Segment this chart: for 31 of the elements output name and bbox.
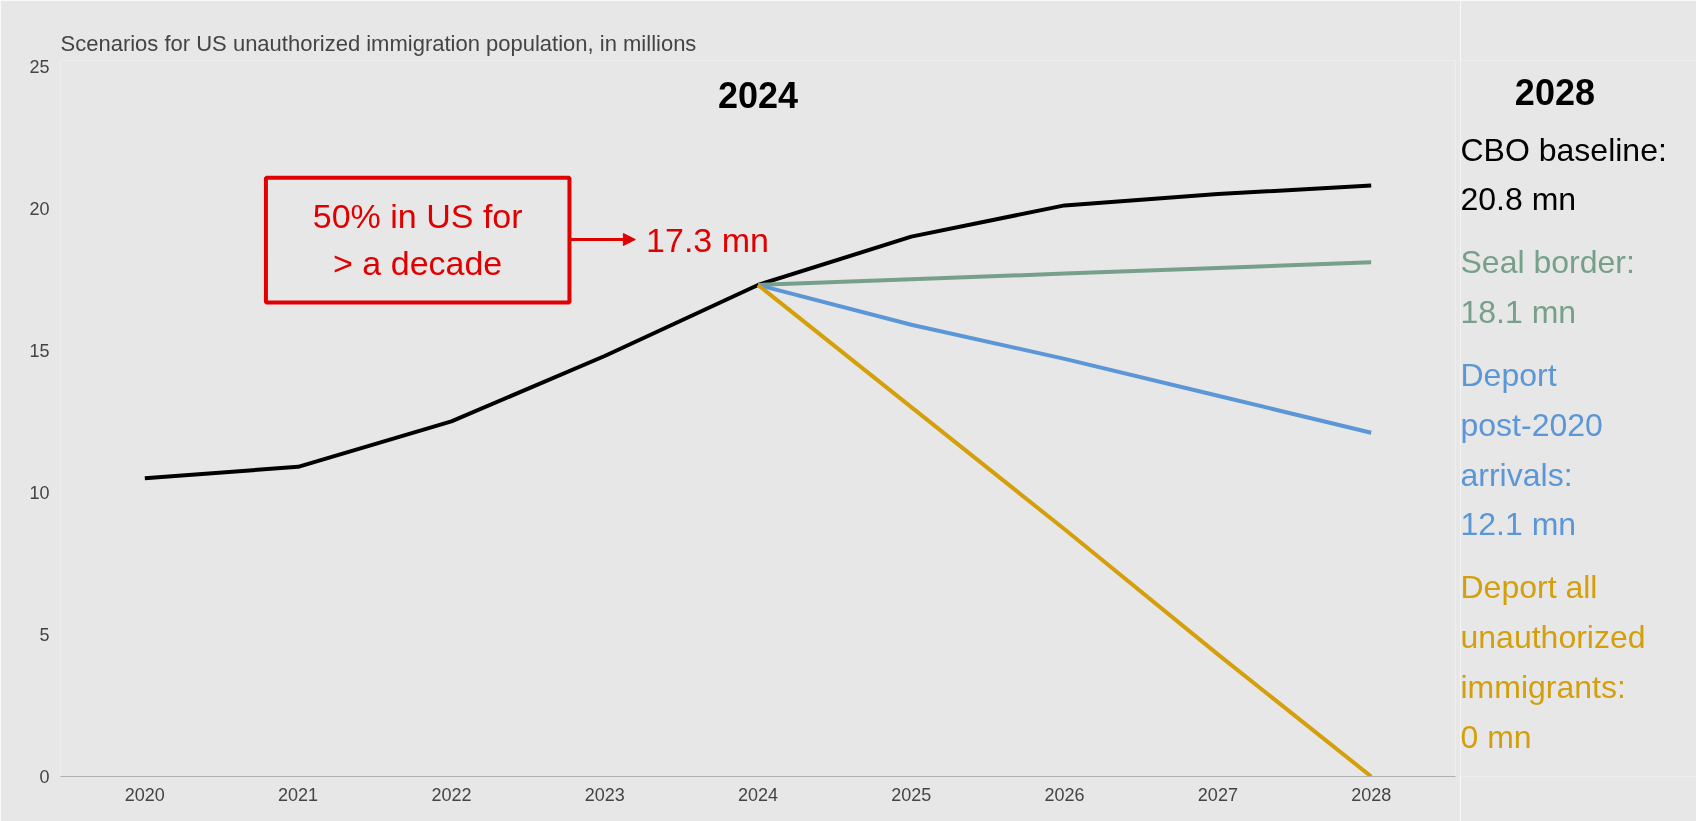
x-tick-label: 2023: [584, 784, 625, 805]
x-tick-label: 2027: [1197, 784, 1238, 805]
y-tick-label: 10: [29, 482, 50, 503]
text: 12.1 mn: [1460, 506, 1577, 543]
text: 2028: [1514, 72, 1595, 114]
text: 0 mn: [1460, 718, 1532, 755]
y-tick-label: 0: [39, 767, 50, 787]
x-tick-label: 2024: [737, 784, 779, 805]
line-series: [142, 183, 1374, 481]
y-tick-label: 5: [39, 624, 50, 645]
text: 20.8 mn: [1460, 181, 1577, 218]
x-tick-label: 2021: [278, 784, 319, 805]
text: Deport post-2020 arrivals:: [1460, 357, 1603, 493]
x-tick-label: 2026: [1044, 784, 1085, 805]
y-tick-label: 25: [29, 56, 50, 77]
text: Deport all unauthorized immigrants:: [1460, 569, 1646, 706]
line-series: [756, 282, 1374, 435]
y-tick-label: 15: [29, 340, 50, 361]
text: Seal border:: [1460, 244, 1635, 281]
annotation: 50% in US for > a decade: [312, 196, 523, 283]
x-tick-label: 2020: [124, 784, 165, 805]
text: 18.1 mn: [1460, 294, 1577, 331]
x-tick-label: 2025: [891, 784, 932, 805]
x-tick-label: 2022: [431, 784, 472, 805]
x-tick-label: 2028: [1351, 784, 1392, 805]
annotation: 17.3 mn: [646, 220, 769, 259]
y-tick-label: 20: [29, 198, 50, 219]
text: CBO baseline:: [1460, 131, 1667, 168]
annotation: 2024: [717, 74, 799, 116]
chart-title: Scenarios for US unauthorized immigration population, in millions: [60, 30, 697, 56]
line-series: [756, 282, 1374, 777]
